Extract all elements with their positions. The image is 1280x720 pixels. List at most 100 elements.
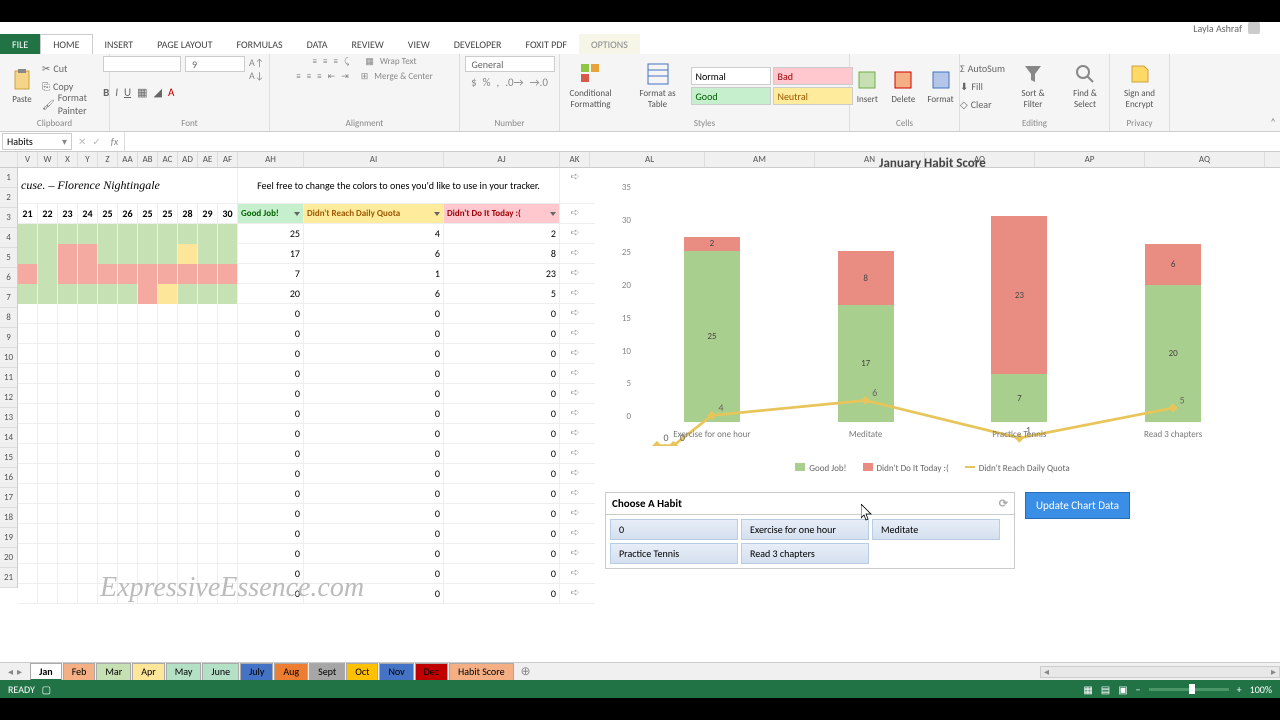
habit-cell[interactable]	[98, 484, 118, 504]
habit-cell[interactable]	[58, 584, 78, 604]
zoom-level[interactable]: 100%	[1250, 683, 1272, 696]
border-button[interactable]: ▦	[137, 86, 147, 99]
habit-cell[interactable]	[38, 384, 58, 404]
habit-cell[interactable]	[178, 484, 198, 504]
habit-cell[interactable]	[218, 404, 238, 424]
habit-cell[interactable]	[138, 364, 158, 384]
habit-cell[interactable]	[18, 324, 38, 344]
habit-cell[interactable]	[118, 344, 138, 364]
next-arrow-icon[interactable]: ➪	[560, 264, 590, 280]
habit-cell[interactable]	[18, 264, 38, 284]
habit-cell[interactable]	[78, 264, 98, 284]
habit-cell[interactable]	[198, 264, 218, 284]
row-header[interactable]: 2	[0, 188, 17, 208]
update-chart-button[interactable]: Update Chart Data	[1025, 492, 1130, 519]
habit-cell[interactable]	[18, 504, 38, 524]
next-arrow-icon[interactable]: ➪	[560, 304, 590, 320]
col-header[interactable]: AE	[198, 152, 218, 167]
tab-nav-prev-icon[interactable]: ▸	[17, 665, 22, 678]
habit-cell[interactable]	[158, 284, 178, 304]
col-header[interactable]: Z	[98, 152, 118, 167]
habit-cell[interactable]	[78, 464, 98, 484]
row-header[interactable]: 11	[0, 368, 17, 388]
indent-inc-button[interactable]: ⇥	[341, 71, 349, 82]
next-arrow-icon[interactable]: ➪	[560, 168, 590, 184]
habit-cell[interactable]	[158, 484, 178, 504]
habit-cell[interactable]	[58, 444, 78, 464]
habit-cell[interactable]	[218, 224, 238, 244]
col-header[interactable]: AI	[304, 152, 444, 167]
habit-cell[interactable]	[78, 484, 98, 504]
autosum-button[interactable]: ΣAutoSum	[960, 60, 1005, 76]
habit-cell[interactable]	[98, 504, 118, 524]
habit-cell[interactable]	[98, 544, 118, 564]
view-pagebreak-icon[interactable]: ▣	[1118, 683, 1127, 696]
next-arrow-icon[interactable]: ➪	[560, 244, 590, 260]
habit-cell[interactable]	[18, 304, 38, 324]
font-color-button[interactable]: A	[168, 86, 174, 99]
habit-cell[interactable]	[138, 224, 158, 244]
habit-cell[interactable]	[58, 424, 78, 444]
habit-slicer[interactable]: Choose A Habit⟳ 0Exercise for one hourMe…	[605, 492, 1015, 569]
row-header[interactable]: 9	[0, 328, 17, 348]
next-arrow-icon[interactable]: ➪	[560, 484, 590, 500]
habit-cell[interactable]	[198, 224, 218, 244]
habit-cell[interactable]	[98, 404, 118, 424]
habit-cell[interactable]	[118, 284, 138, 304]
percent-button[interactable]: %	[483, 76, 491, 89]
habit-cell[interactable]	[178, 504, 198, 524]
new-sheet-button[interactable]: ⊕	[521, 664, 531, 679]
habit-cell[interactable]	[18, 404, 38, 424]
align-left-button[interactable]: ≡	[296, 71, 300, 82]
cut-button[interactable]: ✂Cut	[42, 60, 103, 76]
habit-cell[interactable]	[218, 524, 238, 544]
bar-group[interactable]: 206	[1145, 244, 1201, 422]
habit-cell[interactable]	[198, 504, 218, 524]
orientation-button[interactable]: ⤹	[344, 56, 349, 67]
row-header[interactable]: 18	[0, 508, 17, 528]
habit-cell[interactable]	[98, 304, 118, 324]
habit-cell[interactable]	[38, 344, 58, 364]
habit-cell[interactable]	[138, 504, 158, 524]
row-header[interactable]: 6	[0, 268, 17, 288]
habit-cell[interactable]	[198, 424, 218, 444]
habit-cell[interactable]	[58, 524, 78, 544]
habit-cell[interactable]	[218, 584, 238, 604]
row-header[interactable]: 10	[0, 348, 17, 368]
habit-cell[interactable]	[58, 464, 78, 484]
habit-cell[interactable]	[78, 564, 98, 584]
habit-cell[interactable]	[78, 404, 98, 424]
habit-cell[interactable]	[178, 424, 198, 444]
next-arrow-icon[interactable]: ➪	[560, 544, 590, 560]
habit-cell[interactable]	[78, 244, 98, 264]
habit-cell[interactable]	[178, 224, 198, 244]
ribbon-tab-formulas[interactable]: FORMULAS	[224, 34, 294, 54]
ribbon-tab-page-layout[interactable]: PAGE LAYOUT	[145, 34, 224, 54]
sheet-tab-apr[interactable]: Apr	[132, 663, 165, 681]
align-mid-button[interactable]: ≡	[323, 56, 327, 67]
habit-cell[interactable]	[78, 324, 98, 344]
sheet-tab-aug[interactable]: Aug	[274, 663, 308, 681]
habit-cell[interactable]	[218, 304, 238, 324]
habit-cell[interactable]	[138, 444, 158, 464]
habit-cell[interactable]	[18, 364, 38, 384]
habit-cell[interactable]	[78, 304, 98, 324]
format-cells-button[interactable]: Format	[923, 66, 957, 107]
sign-encrypt-button[interactable]: Sign and Encrypt	[1111, 60, 1169, 112]
next-arrow-icon[interactable]: ➪	[560, 584, 590, 600]
slicer-clear-icon[interactable]: ⟳	[999, 497, 1008, 510]
status-header-didnt[interactable]: Didn't Do It Today :(	[444, 204, 560, 223]
sheet-tab-sept[interactable]: Sept	[309, 663, 345, 681]
habit-cell[interactable]	[118, 404, 138, 424]
style-bad[interactable]: Bad	[773, 67, 853, 85]
habit-cell[interactable]	[18, 344, 38, 364]
habit-cell[interactable]	[98, 264, 118, 284]
next-arrow-icon[interactable]: ➪	[560, 464, 590, 480]
habit-cell[interactable]	[138, 304, 158, 324]
sheet-tab-may[interactable]: May	[166, 663, 202, 681]
col-header[interactable]: AD	[178, 152, 198, 167]
next-arrow-icon[interactable]: ➪	[560, 344, 590, 360]
habit-cell[interactable]	[98, 424, 118, 444]
habit-cell[interactable]	[18, 284, 38, 304]
style-neutral[interactable]: Neutral	[773, 87, 853, 105]
